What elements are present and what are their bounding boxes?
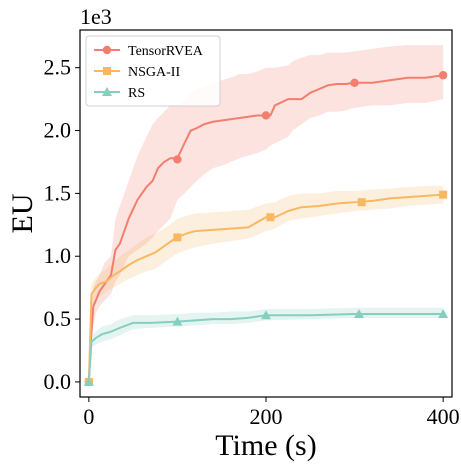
y-axis-multiplier: 1e3 (80, 4, 112, 29)
tensorrvea-line (87, 74, 444, 382)
tensorrvea-marker (350, 78, 359, 87)
y-tick-label: 0.5 (44, 306, 72, 331)
legend-label-rs: RS (128, 86, 145, 101)
series-markers (83, 71, 449, 387)
rs-marker (354, 309, 364, 319)
legend-marker-rs (102, 87, 112, 96)
rs-marker (172, 316, 183, 326)
y-axis-ticks: 0.0 0.5 1.0 1.5 2.0 2.5 (44, 55, 80, 394)
nsga-ii-marker (439, 190, 448, 199)
series-lines (87, 74, 444, 382)
y-tick-label: 2.0 (44, 118, 72, 143)
legend-label-nsga-ii: NSGA-II (128, 65, 180, 80)
tensorrvea-band (88, 45, 444, 382)
x-tick-label: 200 (250, 404, 283, 429)
tensorrvea-marker (261, 111, 271, 120)
nsga-ii-marker (173, 233, 182, 242)
x-axis-ticks: 0 200 400 (83, 397, 460, 429)
rs-marker (438, 309, 449, 319)
y-tick-label: 2.5 (44, 55, 72, 80)
x-axis-label: Time (s) (215, 429, 316, 462)
y-tick-label: 0.0 (44, 369, 72, 394)
nsga-ii-line (87, 193, 444, 382)
legend-label-tensorrvea: TensorRVEA (128, 44, 204, 59)
legend-marker-nsga-ii (103, 67, 111, 75)
y-tick-label: 1.5 (44, 180, 72, 205)
legend-box (85, 35, 221, 107)
legend-marker-tensorrvea (102, 45, 112, 55)
rs-line (87, 313, 444, 382)
legend: TensorRVEA NSGA-II RS (85, 35, 221, 107)
nsga-ii-marker (266, 213, 275, 222)
tensorrvea-marker (173, 155, 182, 164)
nsga-ii-marker (357, 198, 366, 207)
rs-marker (83, 376, 94, 386)
x-tick-label: 400 (427, 404, 460, 429)
x-tick-label: 0 (83, 404, 94, 429)
rs-band (88, 307, 444, 382)
y-axis-label: EU (6, 193, 39, 233)
y-tick-label: 1.0 (44, 243, 72, 268)
tensorrvea-marker (438, 71, 448, 80)
rs-marker (261, 310, 271, 320)
